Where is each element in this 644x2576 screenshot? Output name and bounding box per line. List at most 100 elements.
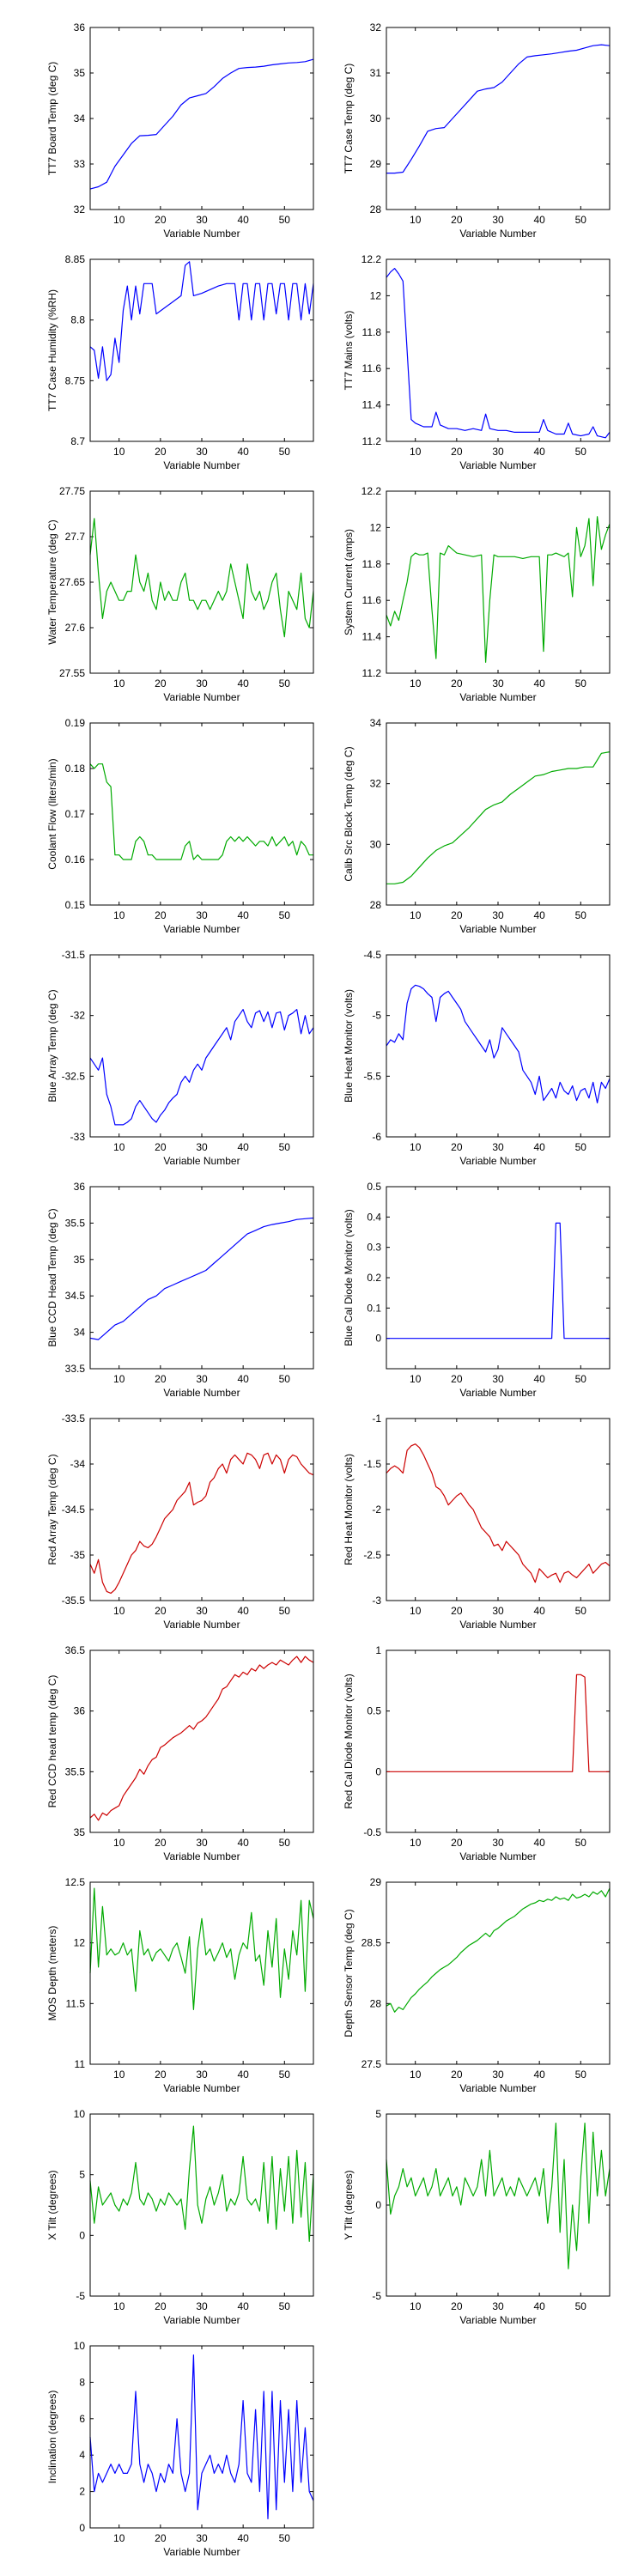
series-line	[386, 2123, 611, 2269]
y-axis-label: X Tilt (degrees)	[46, 2170, 58, 2239]
y-tick-label: 28.5	[361, 1937, 382, 1949]
y-tick-label: -2	[372, 1504, 381, 1516]
chart-panel: 10 20 30 40 50 28 30 32 34 Variable Number Calib S…	[343, 717, 611, 935]
x-tick-label: 20	[155, 2300, 167, 2312]
x-tick-label: 40	[237, 2532, 249, 2544]
x-tick-label: 10	[113, 2532, 125, 2544]
x-axis-label: Variable Number	[459, 228, 536, 240]
series-line	[386, 44, 611, 174]
y-tick-label: 0.4	[367, 1211, 381, 1223]
y-tick-label: 28	[370, 204, 382, 216]
x-tick-label: 20	[155, 677, 167, 690]
x-tick-label: 30	[492, 909, 504, 921]
y-axis-label: Red Array Temp (deg C)	[46, 1454, 58, 1564]
x-axis-label: Variable Number	[163, 2546, 240, 2558]
x-axis-label: Variable Number	[459, 2314, 536, 2326]
y-tick-label: 0	[375, 1765, 381, 1777]
y-tick-label: -5	[372, 1010, 381, 1022]
y-axis-label: Blue CCD Head Temp (deg C)	[46, 1208, 58, 1346]
axes-box	[89, 2113, 314, 2297]
x-tick-label: 10	[113, 1373, 125, 1385]
y-tick-label: 34	[74, 1327, 86, 1339]
x-axis-label: Variable Number	[459, 923, 536, 935]
y-tick-label: 8.8	[70, 314, 85, 326]
y-tick-label: -5	[372, 2290, 381, 2302]
y-axis-label: TT7 Board Temp (deg C)	[46, 62, 58, 176]
x-tick-label: 20	[451, 1605, 463, 1617]
y-tick-label: 0.19	[65, 717, 86, 729]
y-tick-label: -31.5	[62, 949, 86, 961]
x-tick-label: 50	[279, 677, 291, 690]
chart-panel: 10 20 30 40 50 11 11.5 12 12.5 Variable Number MOS…	[46, 1876, 314, 2094]
axes-box	[89, 1649, 314, 1833]
x-tick-label: 20	[155, 2532, 167, 2544]
y-tick-label: -34	[70, 1458, 86, 1470]
y-tick-label: 28	[370, 1997, 382, 2009]
x-axis-label: Variable Number	[163, 1850, 240, 1862]
x-tick-label: 20	[155, 1141, 167, 1153]
y-tick-label: 35	[74, 67, 86, 79]
x-tick-label: 10	[113, 2300, 125, 2312]
y-tick-label: 0	[375, 2199, 381, 2211]
y-tick-label: 36.5	[65, 1644, 86, 1656]
y-tick-label: 12.2	[361, 485, 382, 497]
y-tick-label: 1	[375, 1644, 381, 1656]
x-tick-label: 10	[410, 2300, 422, 2312]
x-axis-label: Variable Number	[459, 459, 536, 471]
y-tick-label: -33.5	[62, 1413, 86, 1425]
x-axis-label: Variable Number	[163, 1619, 240, 1631]
x-tick-label: 10	[113, 446, 125, 458]
y-tick-label: 11	[75, 2058, 86, 2070]
y-tick-label: 34	[74, 112, 86, 125]
axes-box	[89, 954, 314, 1138]
x-axis-label: Variable Number	[459, 1619, 536, 1631]
y-tick-label: 32	[74, 204, 86, 216]
series-line	[89, 518, 314, 638]
y-tick-label: 0.15	[65, 899, 86, 911]
y-tick-label: 32	[370, 778, 382, 790]
x-tick-label: 10	[113, 1605, 125, 1617]
x-tick-label: 30	[492, 1605, 504, 1617]
x-tick-label: 20	[155, 214, 167, 226]
y-axis-label: Red CCD head temp (deg C)	[46, 1675, 58, 1808]
y-tick-label: 33.5	[65, 1363, 86, 1375]
x-tick-label: 10	[410, 1141, 422, 1153]
x-tick-label: 40	[237, 1605, 249, 1617]
x-tick-label: 50	[575, 2300, 587, 2312]
x-tick-label: 40	[533, 2069, 545, 2081]
x-tick-label: 10	[410, 446, 422, 458]
x-tick-label: 30	[196, 2532, 208, 2544]
y-tick-label: 8.85	[65, 253, 86, 265]
x-tick-label: 30	[196, 1141, 208, 1153]
y-tick-label: 28	[370, 899, 382, 911]
x-tick-label: 40	[533, 1373, 545, 1385]
y-tick-label: 8.75	[65, 374, 86, 386]
x-tick-label: 30	[196, 1605, 208, 1617]
series-line	[386, 1443, 611, 1583]
y-tick-label: 34.5	[65, 1290, 86, 1302]
x-tick-label: 20	[451, 446, 463, 458]
y-axis-label: Water Temperature (deg C)	[46, 519, 58, 644]
x-tick-label: 30	[492, 677, 504, 690]
y-tick-label: -4.5	[363, 949, 381, 961]
x-axis-label: Variable Number	[163, 2082, 240, 2094]
y-tick-label: 0.16	[65, 854, 86, 866]
x-tick-label: 30	[196, 2069, 208, 2081]
y-tick-label: -5.5	[363, 1070, 381, 1082]
x-tick-label: 20	[451, 1141, 463, 1153]
x-tick-label: 30	[196, 1837, 208, 1849]
y-tick-label: 12.5	[65, 1876, 86, 1888]
axes-box	[89, 27, 314, 210]
axes-box	[386, 1881, 611, 2065]
x-tick-label: 40	[533, 909, 545, 921]
x-tick-label: 50	[575, 677, 587, 690]
axes-box	[386, 2113, 611, 2297]
x-tick-label: 40	[533, 677, 545, 690]
x-tick-label: 10	[410, 1605, 422, 1617]
y-axis-label: TT7 Case Temp (deg C)	[343, 64, 355, 174]
x-tick-label: 20	[451, 1373, 463, 1385]
chart-panel: 10 20 30 40 50 -5 0 5 Variable Number Y Tilt (deg…	[343, 2108, 611, 2326]
y-tick-label: 11.5	[66, 1997, 86, 2009]
chart-panel: 10 20 30 40 50 27.55 27.6 27.65 27.7 27.75 Variabl…	[46, 485, 314, 703]
